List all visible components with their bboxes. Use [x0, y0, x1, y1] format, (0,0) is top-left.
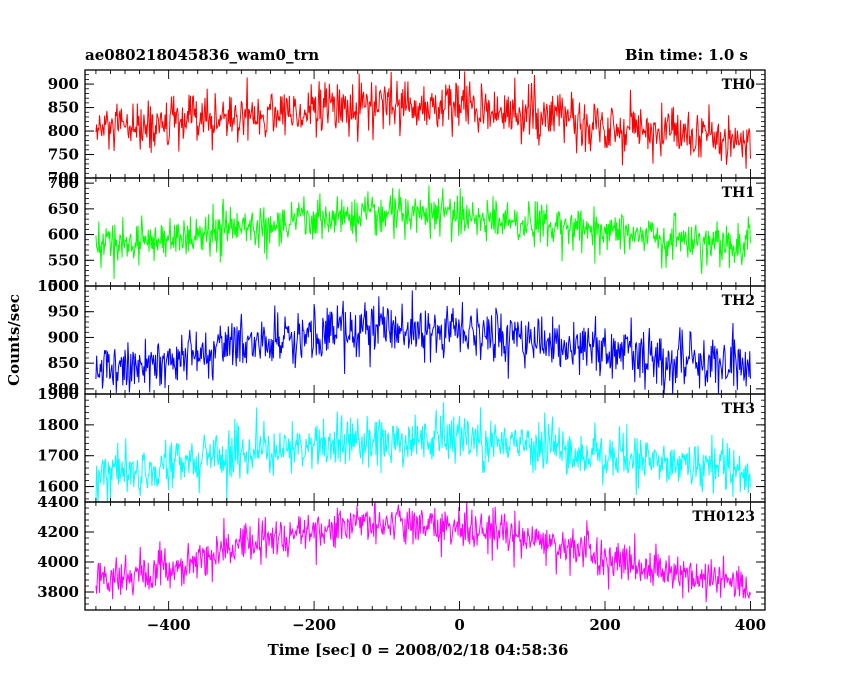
bin-time-label: Bin time: 1.0 s	[625, 46, 748, 64]
panel-th0123: 3800 4000 4200 4400 TH0123	[37, 493, 766, 611]
y-tick-label: 900	[48, 75, 79, 93]
y-tick-label: 800	[48, 380, 79, 398]
y-tick-label: 1900	[37, 385, 79, 403]
y-tick-label: 750	[48, 146, 79, 164]
y-tick-label: 1800	[37, 416, 79, 434]
y-axis-title: Counts/sec	[5, 294, 23, 386]
x-tick-label: −200	[292, 616, 336, 634]
x-axis-title: Time [sec] 0 = 2008/02/18 04:58:36	[268, 641, 569, 659]
x-tick-label: 400	[735, 616, 766, 634]
y-tick-label: 1700	[37, 447, 79, 465]
panel-label-th2: TH2	[722, 293, 755, 309]
y-tick-label: 550	[48, 251, 79, 269]
panel-th1: 500 550 600 650 700 TH1	[48, 174, 766, 295]
y-tick-label: 800	[48, 122, 79, 140]
panel-label-th0: TH0	[722, 77, 756, 93]
x-tick-label: 0	[454, 616, 464, 634]
series-th3	[95, 402, 751, 502]
series-th2	[95, 290, 751, 394]
panel-th2: 800 850 900 950 1000 TH2	[37, 277, 766, 398]
y-tick-label: 4400	[37, 493, 79, 511]
chart-title: ae080218045836_wam0_trn	[85, 46, 319, 64]
panel-th3: 1600 1700 1800 1900 TH3	[37, 385, 766, 503]
y-tick-label: 500	[48, 277, 79, 295]
series-th0123	[95, 502, 751, 603]
y-tick-label: 1600	[37, 478, 79, 496]
y-tick-label: 900	[48, 328, 79, 346]
panel-label-th0123: TH0123	[692, 509, 755, 525]
y-tick-label: 700	[48, 174, 79, 192]
panel-th0: 700 750 800 850 900 TH0	[48, 69, 766, 187]
y-tick-label: 4200	[37, 523, 79, 541]
y-tick-label: 1000	[37, 277, 79, 295]
series-th1	[95, 185, 751, 280]
y-tick-label: 4000	[37, 553, 79, 571]
y-tick-label: 700	[48, 169, 79, 187]
panel-frame	[84, 69, 766, 179]
y-tick-label: 600	[48, 226, 79, 244]
x-tick-label: 200	[589, 616, 620, 634]
y-tick-label: 3800	[37, 583, 79, 601]
y-tick-label: 650	[48, 200, 79, 218]
x-tick-label: −400	[147, 616, 191, 634]
y-tick-label: 850	[48, 99, 79, 117]
panel-frame	[84, 393, 766, 503]
panel-label-th1: TH1	[722, 185, 755, 201]
panel-label-th3: TH3	[722, 401, 755, 417]
series-th0	[95, 71, 751, 169]
y-tick-label: 850	[48, 354, 79, 372]
y-tick-label: 950	[48, 303, 79, 321]
